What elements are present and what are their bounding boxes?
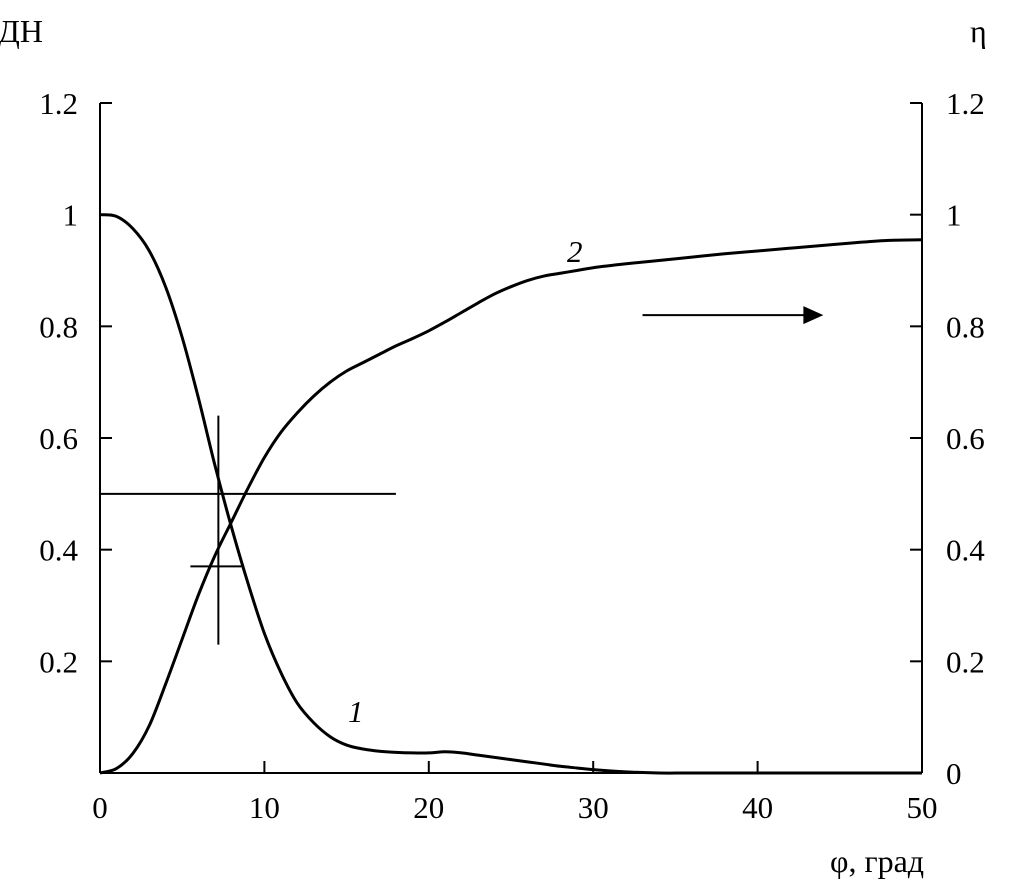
- x-tick-label: 0: [92, 790, 108, 825]
- axes: [99, 102, 923, 774]
- x-tick-label: 10: [249, 790, 280, 825]
- x-tick-label: 20: [413, 790, 444, 825]
- x-tick-label: 30: [578, 790, 609, 825]
- x-axis-title: φ, град: [830, 843, 924, 879]
- series-label-1: 1: [348, 694, 364, 729]
- right-y-tick-label: 1.2: [946, 86, 985, 121]
- series-label-2: 2: [567, 234, 583, 269]
- right-y-tick-label: 0.8: [946, 309, 985, 344]
- x-tick-label: 50: [907, 790, 938, 825]
- left-y-tick-label: 1.2: [39, 86, 78, 121]
- series-line-1: [99, 213, 922, 775]
- left-y-tick-label: 1: [63, 198, 79, 233]
- left-y-tick-label: 0.2: [39, 644, 78, 679]
- left-y-tick-label: 0.6: [39, 421, 78, 456]
- right-y-tick-label: 1: [946, 198, 962, 233]
- right-axis-arrow-head: [803, 306, 824, 325]
- right-y-tick-label: 0.2: [946, 644, 985, 679]
- chart-marks: [99, 213, 923, 775]
- left-y-tick-label: 0.8: [39, 309, 78, 344]
- series-line-2: [99, 238, 923, 775]
- chart-labels: ДН η φ, град 0 10 20 30 40 501.210.80.60.40.2…: [0, 13, 987, 879]
- right-y-tick-label: 0: [946, 756, 962, 791]
- x-tick-label: 40: [742, 790, 773, 825]
- right-axis-title: η: [970, 13, 987, 49]
- right-y-tick-label: 0.6: [946, 421, 985, 456]
- left-y-tick-label: 0.4: [39, 533, 78, 568]
- left-axis-title: ДН: [0, 13, 43, 49]
- right-y-tick-label: 0.4: [946, 533, 985, 568]
